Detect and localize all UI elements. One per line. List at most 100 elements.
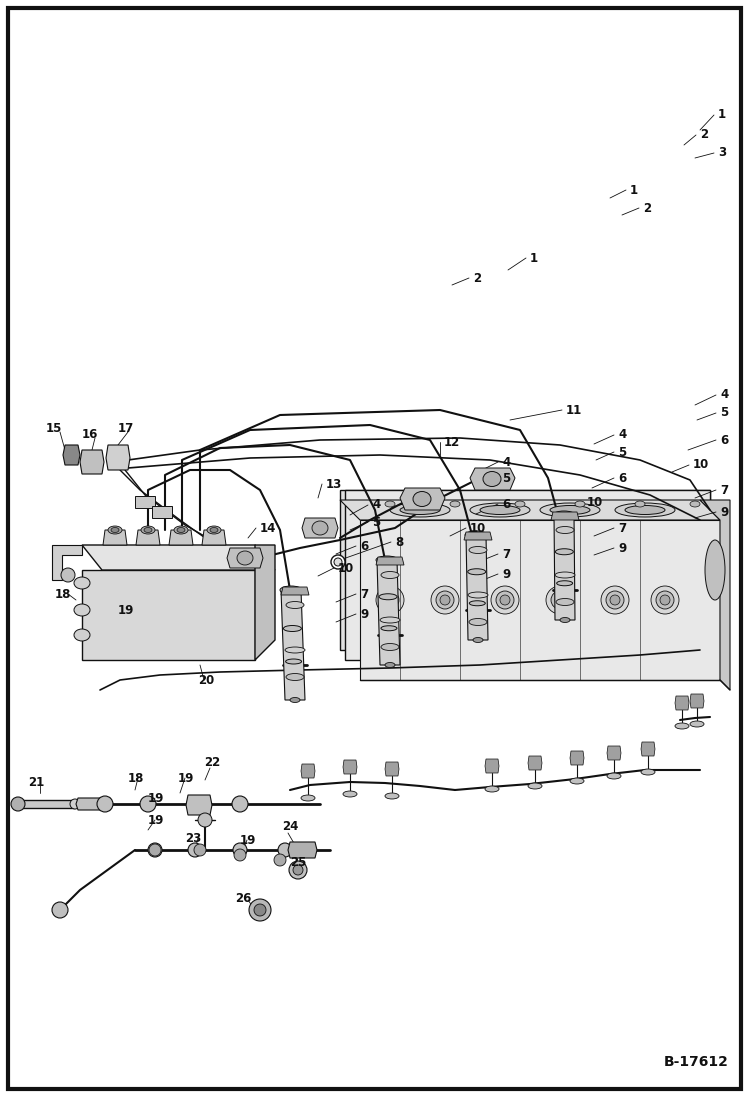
Ellipse shape [601,586,629,614]
Ellipse shape [237,551,253,565]
Polygon shape [281,587,309,595]
Ellipse shape [283,625,301,632]
Ellipse shape [470,601,485,606]
Ellipse shape [286,601,304,609]
Text: 24: 24 [282,819,298,833]
Text: 10: 10 [338,562,354,575]
Polygon shape [136,530,160,545]
Polygon shape [227,548,263,568]
Text: 12: 12 [444,436,460,449]
Ellipse shape [551,591,569,609]
Ellipse shape [575,501,585,507]
Text: 10: 10 [693,459,709,472]
Text: 6: 6 [360,540,369,553]
Polygon shape [343,760,357,774]
Ellipse shape [285,659,302,664]
Ellipse shape [557,580,573,586]
Polygon shape [675,695,689,710]
Ellipse shape [555,572,575,578]
Text: 21: 21 [28,776,44,789]
Ellipse shape [555,595,565,606]
Ellipse shape [465,531,487,539]
Text: 19: 19 [240,834,256,847]
Ellipse shape [528,783,542,789]
Text: 9: 9 [360,608,369,621]
Text: 5: 5 [618,445,626,459]
Ellipse shape [610,595,620,606]
Polygon shape [360,520,720,680]
Polygon shape [554,514,575,620]
Polygon shape [607,746,621,760]
Text: 26: 26 [235,892,252,905]
Ellipse shape [381,644,399,651]
Text: 1: 1 [530,251,538,264]
Text: 6: 6 [618,472,626,485]
Text: 19: 19 [148,814,164,826]
Polygon shape [82,570,255,660]
Ellipse shape [635,501,645,507]
Ellipse shape [177,528,185,532]
Polygon shape [135,496,155,508]
Text: 22: 22 [204,756,220,769]
Polygon shape [63,445,80,465]
Polygon shape [385,762,399,776]
Circle shape [198,813,212,827]
Text: 8: 8 [395,535,403,548]
Circle shape [148,842,162,857]
Circle shape [233,842,247,857]
Polygon shape [570,751,584,765]
Ellipse shape [625,506,665,514]
Polygon shape [281,590,305,700]
Ellipse shape [385,663,395,667]
Ellipse shape [413,491,431,507]
Ellipse shape [546,586,574,614]
Ellipse shape [312,521,328,535]
Text: 18: 18 [55,588,71,600]
Ellipse shape [550,506,590,514]
Text: 4: 4 [502,455,510,468]
Text: 9: 9 [720,506,728,519]
Text: 7: 7 [502,547,510,561]
Text: 5: 5 [372,516,380,529]
Text: 15: 15 [46,421,62,434]
Polygon shape [255,545,275,660]
Ellipse shape [141,525,155,534]
Circle shape [278,842,292,857]
Polygon shape [106,445,130,470]
Circle shape [70,799,80,808]
Text: 5: 5 [502,472,510,485]
Polygon shape [641,742,655,756]
Ellipse shape [469,546,487,554]
Polygon shape [551,512,579,520]
Polygon shape [301,764,315,778]
Ellipse shape [381,572,399,578]
Ellipse shape [331,555,345,569]
Ellipse shape [381,625,397,631]
Polygon shape [466,535,488,640]
Polygon shape [76,798,112,810]
Text: 20: 20 [198,674,214,687]
Text: 10: 10 [587,496,603,509]
Ellipse shape [467,568,485,575]
Ellipse shape [470,504,530,517]
Ellipse shape [496,591,514,609]
Text: 1: 1 [718,109,726,122]
Text: 18: 18 [128,771,145,784]
Polygon shape [464,532,492,540]
Text: 5: 5 [720,407,728,419]
Ellipse shape [280,586,302,593]
Ellipse shape [690,501,700,507]
Ellipse shape [450,501,460,507]
Polygon shape [528,756,542,770]
Ellipse shape [111,528,119,532]
Circle shape [149,844,161,856]
Polygon shape [82,545,275,570]
Ellipse shape [301,795,315,801]
Ellipse shape [436,591,454,609]
Text: 7: 7 [360,588,368,600]
Ellipse shape [108,525,122,534]
Ellipse shape [606,591,624,609]
Ellipse shape [174,525,188,534]
Ellipse shape [343,791,357,798]
Ellipse shape [385,793,399,799]
